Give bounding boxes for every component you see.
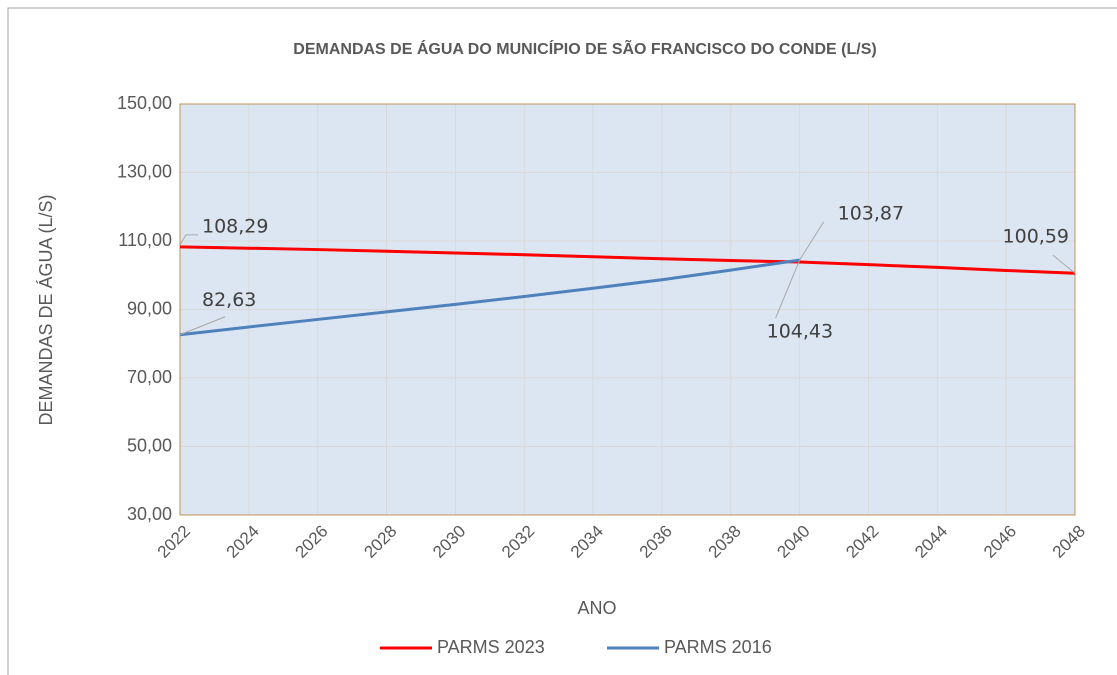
legend-label: PARMS 2023 [437, 637, 545, 657]
y-axis-label: DEMANDAS DE ÁGUA (L/S) [36, 194, 56, 425]
plot-border [179, 103, 1076, 516]
data-label: 104,43 [767, 321, 833, 343]
data-label: 103,87 [838, 202, 904, 224]
y-tick-label: 130,00 [117, 161, 172, 181]
leader-line [179, 234, 198, 246]
leader-line [775, 259, 801, 319]
leader-line [1052, 254, 1076, 274]
y-tick-label: 110,00 [118, 230, 172, 250]
legend-label: PARMS 2016 [664, 637, 772, 657]
y-tick-label: 90,00 [127, 298, 172, 318]
y-tick-label: 50,00 [127, 435, 172, 455]
y-tick-label: 30,00 [127, 504, 172, 524]
leader-line [179, 316, 226, 336]
data-label: 82,63 [202, 289, 256, 311]
y-tick-label: 150,00 [117, 93, 172, 113]
x-axis-label: ANO [577, 598, 616, 618]
line-series [179, 258, 800, 337]
chart-title: DEMANDAS DE ÁGUA DO MUNICÍPIO DE SÃO FRA… [293, 38, 876, 58]
data-label: 108,29 [202, 215, 268, 237]
line-series [179, 245, 1076, 275]
y-tick-label: 70,00 [127, 367, 172, 387]
leader-line [799, 221, 825, 261]
data-label: 100,59 [1003, 226, 1069, 248]
